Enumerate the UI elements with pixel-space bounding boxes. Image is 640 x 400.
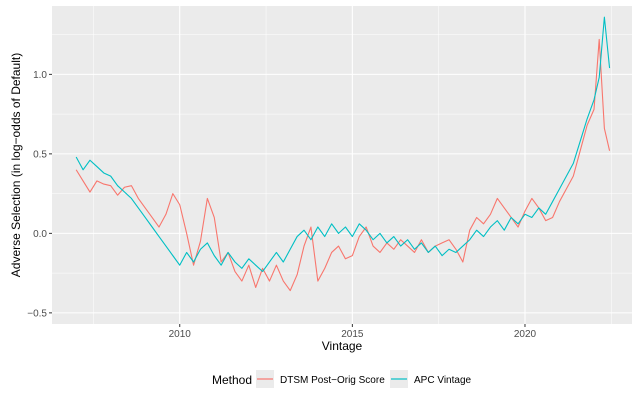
series-layer — [75, 16, 611, 292]
y-axis-title: Adverse Selection (in log−odds of Defaul… — [9, 53, 23, 277]
x-axis: 2010 2015 2020 — [169, 324, 537, 340]
series-line-1 — [75, 16, 611, 273]
legend-label-dtsm: DTSM Post−Orig Score — [280, 375, 385, 386]
y-tick-label: 1.0 — [33, 70, 47, 81]
y-tick-label: −0.5 — [27, 308, 47, 319]
plot-panel — [52, 6, 632, 324]
minor-gridlines — [52, 6, 632, 324]
x-tick-label: 2015 — [341, 329, 364, 340]
legend-item-apc: APC Vintage — [390, 370, 472, 388]
y-tick-label: 0.5 — [33, 149, 47, 160]
y-tick-label: 0.0 — [33, 229, 47, 240]
legend-label-apc: APC Vintage — [414, 375, 472, 386]
y-axis: −0.5 0.0 0.5 1.0 — [27, 70, 52, 319]
x-axis-title: Vintage — [322, 339, 363, 353]
major-gridlines — [52, 6, 632, 324]
x-tick-label: 2010 — [169, 329, 192, 340]
x-tick-label: 2020 — [514, 329, 537, 340]
legend-title: Method — [212, 373, 252, 387]
legend: Method DTSM Post−Orig Score APC Vintage — [212, 370, 472, 388]
series-line-0 — [75, 38, 611, 292]
legend-item-dtsm: DTSM Post−Orig Score — [256, 370, 385, 388]
